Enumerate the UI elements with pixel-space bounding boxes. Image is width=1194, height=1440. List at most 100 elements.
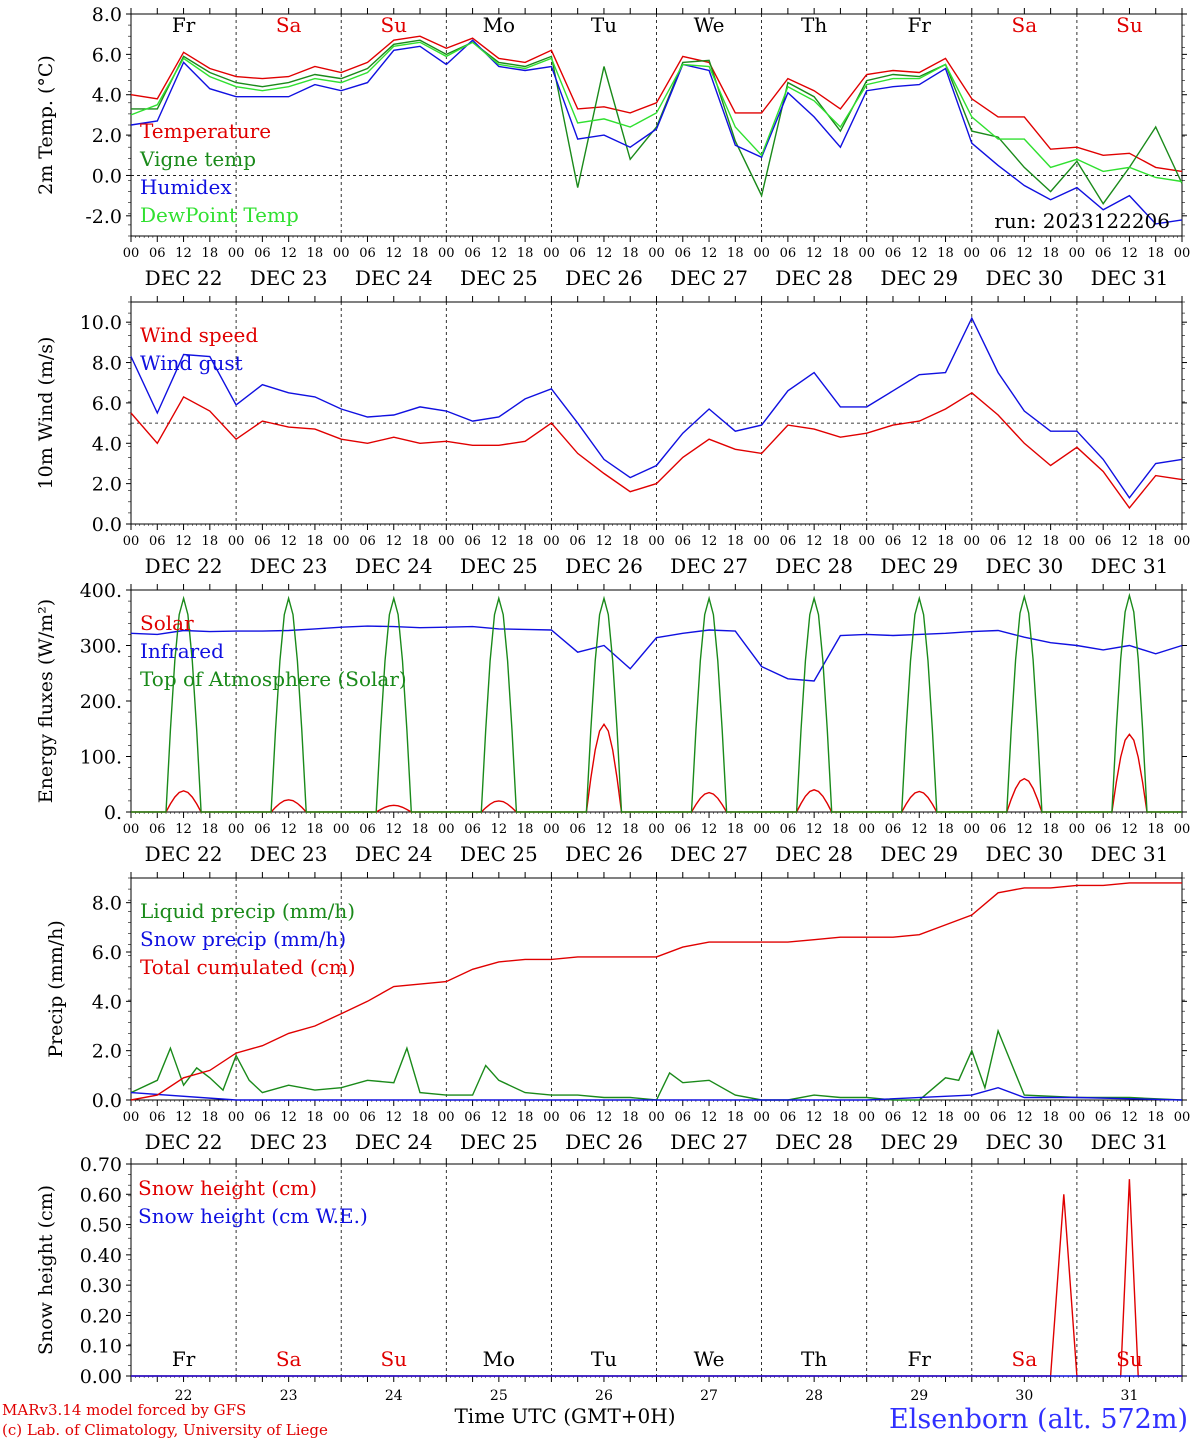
legend-entry: Solar	[140, 611, 194, 635]
y-tick-label: 2.0	[92, 1041, 122, 1063]
y-tick-label: 8.0	[92, 893, 122, 915]
hour-tick-label: 18	[1042, 246, 1059, 261]
y-tick-label: 0.0	[92, 514, 122, 536]
hour-tick-label: 18	[1147, 246, 1164, 261]
y-tick-label: 8.0	[92, 353, 122, 375]
hour-tick-label: 12	[596, 822, 613, 837]
legend-entry: Wind gust	[140, 351, 243, 375]
hour-tick-label: 00	[333, 822, 350, 837]
hour-tick-label: 12	[175, 246, 192, 261]
legend-entry: Total cumulated (cm)	[140, 955, 356, 979]
hour-tick-label: 00	[333, 534, 350, 549]
hour-tick-label: 12	[1121, 246, 1138, 261]
day-name-label: Mo	[483, 13, 516, 37]
hour-tick-label: 00	[228, 1110, 245, 1125]
hour-tick-label: 06	[569, 246, 586, 261]
hour-tick-label: 00	[753, 1110, 770, 1125]
series-line-infrared	[130, 625, 1183, 682]
hour-tick-label: 06	[780, 1110, 797, 1125]
hour-tick-label: 06	[675, 246, 692, 261]
hour-tick-label: 12	[911, 246, 928, 261]
panel-5: 0.70 0.60 0.50 0.40 0.30 0.20 0.10 0.00 Snow hei…	[35, 1154, 1187, 1404]
hour-tick-label: 12	[175, 1110, 192, 1125]
hour-tick-label: 06	[885, 822, 902, 837]
hour-tick-label: 18	[202, 822, 219, 837]
hour-tick-label: 06	[675, 822, 692, 837]
hour-tick-label: 12	[491, 1110, 508, 1125]
day-number-label: 22	[175, 1388, 193, 1404]
date-label: DEC 28	[775, 266, 853, 290]
hour-tick-label: 00	[648, 822, 665, 837]
day-number-label: 27	[700, 1388, 718, 1404]
hour-tick-label: 18	[622, 822, 639, 837]
day-name-label: We	[694, 13, 725, 37]
date-label: DEC 29	[880, 1130, 958, 1154]
series-line-wind-speed	[130, 391, 1183, 510]
footer-lab-credit: (c) Lab. of Climatology, University of L…	[2, 1421, 328, 1439]
run-label: run: 2023122206	[994, 209, 1170, 233]
hour-tick-label: 18	[727, 246, 744, 261]
hour-tick-label: 06	[885, 246, 902, 261]
series-line-total-cumulated-cm-	[130, 882, 1182, 1101]
hour-tick-label: 00	[543, 1110, 560, 1125]
hour-tick-label: 00	[123, 246, 140, 261]
hour-tick-label: 18	[937, 246, 954, 261]
y-tick-label: 0.	[104, 802, 122, 824]
hour-tick-label: 06	[990, 822, 1007, 837]
hour-tick-label: 00	[964, 1110, 981, 1125]
hour-tick-label: 12	[701, 534, 718, 549]
hour-tick-label: 06	[990, 246, 1007, 261]
day-name-label: Fr	[908, 1347, 932, 1371]
hour-tick-label: 00	[543, 246, 560, 261]
hour-tick-label: 00	[964, 246, 981, 261]
day-name-label: Th	[801, 13, 827, 37]
hour-tick-label: 18	[1147, 822, 1164, 837]
hour-tick-label: 12	[385, 822, 402, 837]
hour-tick-label: 18	[727, 1110, 744, 1125]
y-tick-label: 0.0	[92, 1090, 122, 1112]
series-line-vigne-temp	[131, 39, 1183, 205]
hour-tick-label: 06	[569, 1110, 586, 1125]
hour-tick-label: 06	[464, 822, 481, 837]
hour-tick-label: 06	[149, 822, 166, 837]
hour-tick-label: 18	[832, 822, 849, 837]
hour-tick-label: 18	[307, 246, 324, 261]
hour-tick-label: 00	[858, 822, 875, 837]
date-label: DEC 28	[775, 842, 853, 866]
y-tick-label: 0.00	[80, 1366, 122, 1388]
day-number-label: 26	[595, 1388, 613, 1404]
hour-tick-label: 12	[1016, 534, 1033, 549]
hour-tick-label: 12	[1121, 1110, 1138, 1125]
hour-tick-label: 00	[543, 822, 560, 837]
hour-tick-label: 18	[622, 1110, 639, 1125]
legend-entry: Liquid precip (mm/h)	[140, 899, 355, 923]
hour-tick-label: 00	[333, 1110, 350, 1125]
legend-entry: Infrared	[140, 639, 224, 663]
y-tick-label: 100.	[80, 747, 122, 769]
y-tick-label: 2.0	[92, 474, 122, 496]
day-name-label: Tu	[591, 1347, 617, 1371]
hour-tick-label: 12	[911, 822, 928, 837]
hour-tick-label: 00	[858, 1110, 875, 1125]
y-tick-label: 6.0	[92, 393, 122, 415]
hour-tick-label: 06	[149, 246, 166, 261]
hour-tick-label: 12	[1016, 246, 1033, 261]
date-label: DEC 27	[670, 554, 748, 578]
legend-entry: Snow height (cm W.E.)	[138, 1204, 368, 1228]
hour-tick-label: 18	[832, 534, 849, 549]
hour-tick-label: 12	[491, 246, 508, 261]
date-label: DEC 29	[880, 842, 958, 866]
hour-tick-label: 12	[385, 246, 402, 261]
x-axis-title: Time UTC (GMT+0H)	[454, 1404, 675, 1428]
date-label: DEC 26	[565, 266, 643, 290]
hour-tick-label: 00	[1069, 246, 1086, 261]
date-label: DEC 26	[565, 842, 643, 866]
date-label: DEC 30	[985, 266, 1063, 290]
y-tick-label: -2.0	[85, 206, 122, 228]
date-label: DEC 22	[145, 554, 223, 578]
series-line-liquid-precip-mm-h-	[130, 1028, 1183, 1101]
hour-tick-label: 12	[1121, 534, 1138, 549]
hour-tick-label: 00	[543, 534, 560, 549]
panel-4: 8.0 6.0 4.0 2.0 0.0 Precip (mm/h) 00 06 12 18 00 06…	[45, 872, 1190, 1154]
